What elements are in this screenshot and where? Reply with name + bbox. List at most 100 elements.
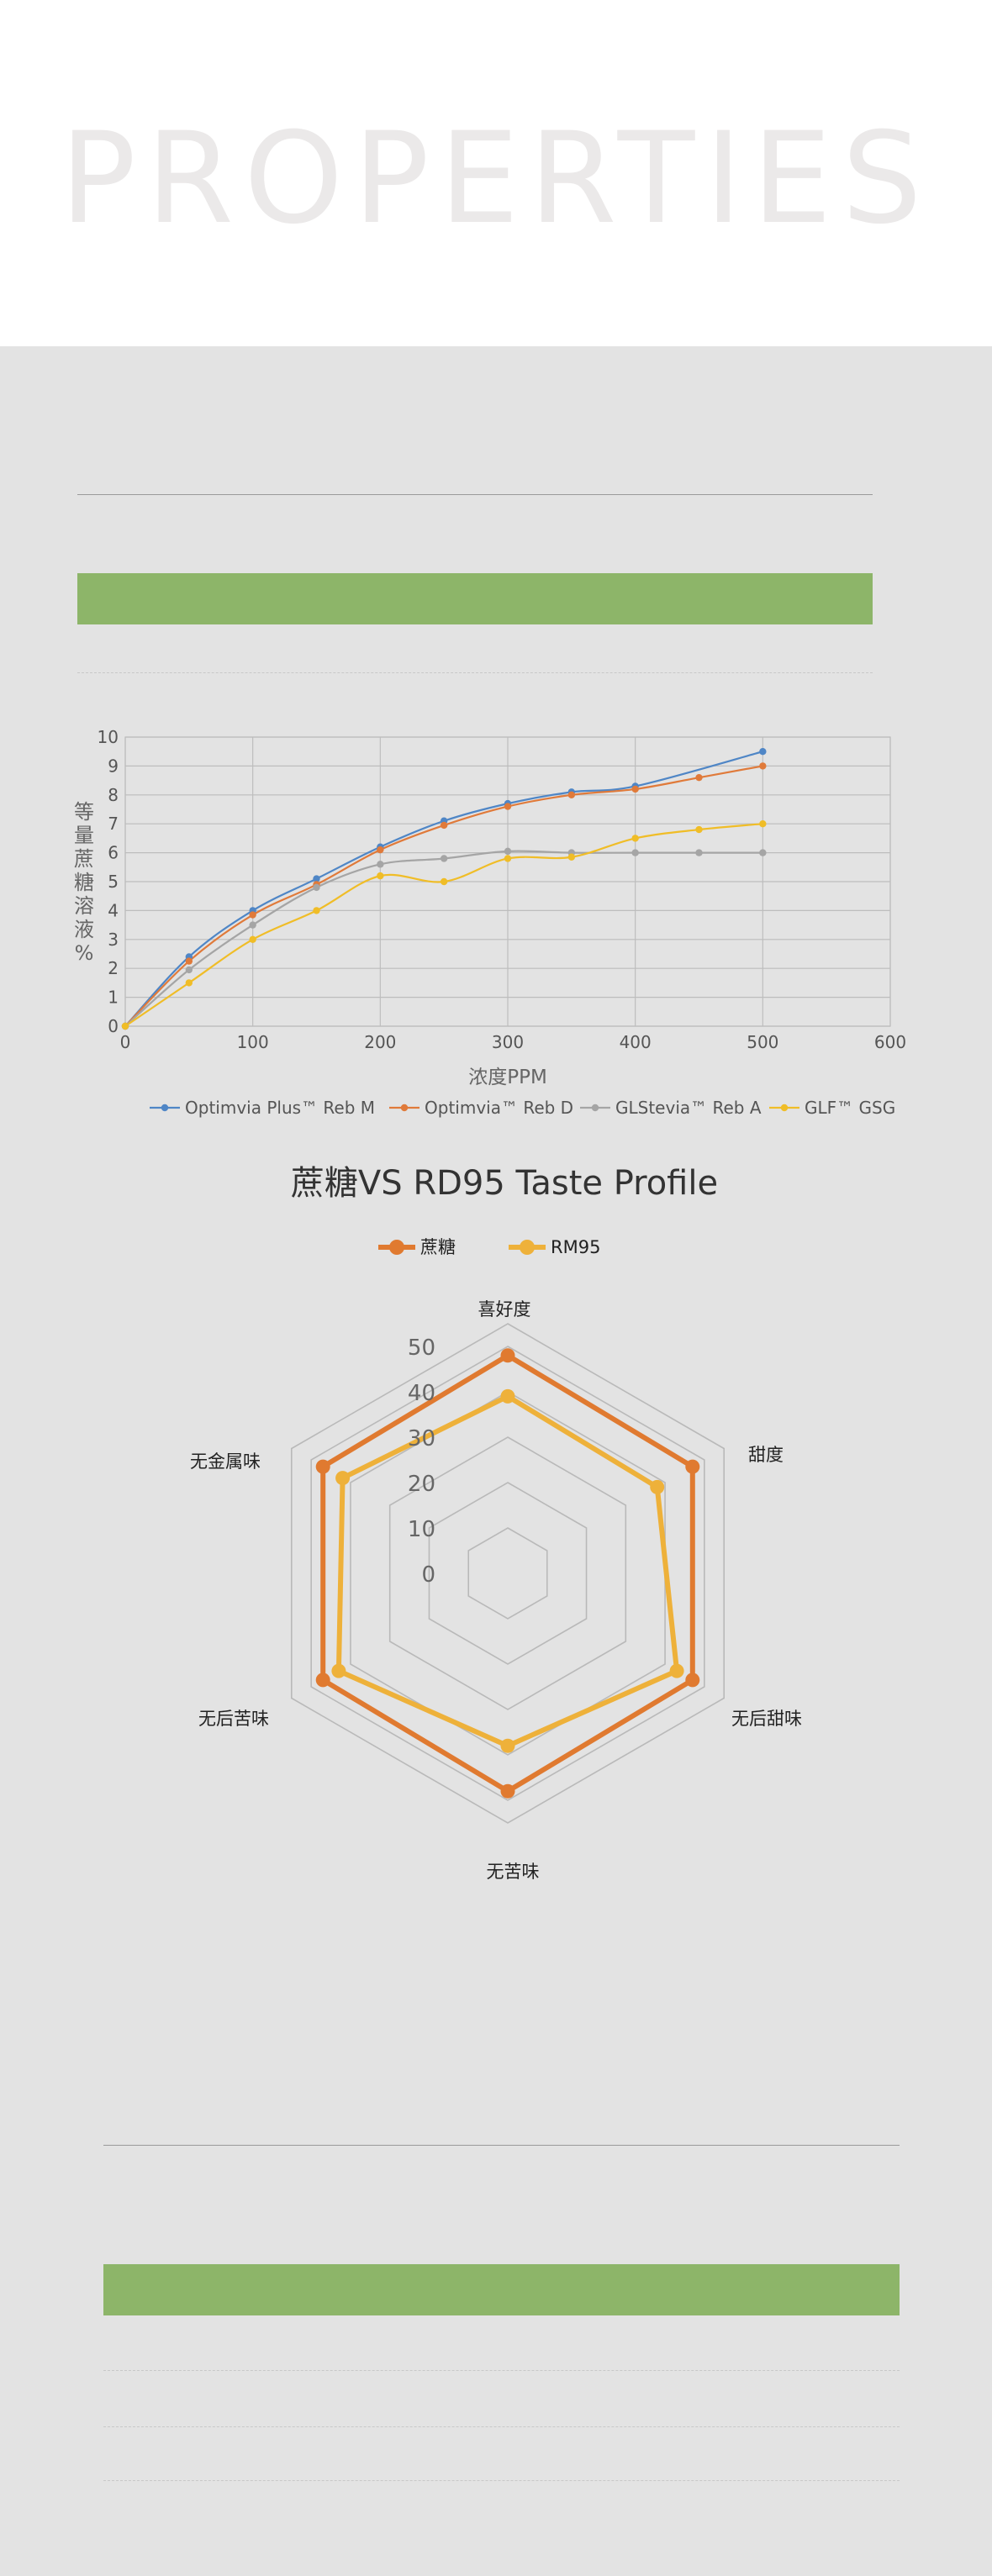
y-axis-label-char: 量 (74, 824, 94, 847)
legend-marker (161, 1104, 169, 1112)
radar-point (685, 1459, 700, 1474)
radar-gridline (310, 1346, 705, 1801)
radar-point (500, 1388, 515, 1404)
y-axis-label-char: % (75, 941, 94, 965)
radar-axis-label: 甜度 (748, 1445, 784, 1465)
radar-legend-label: RM95 (551, 1237, 600, 1257)
y-tick-label: 2 (108, 958, 119, 978)
radar-tick-label: 30 (408, 1426, 435, 1451)
radar-axis-label: 无后甜味 (731, 1709, 802, 1729)
radar-point (650, 1479, 665, 1494)
radar-tick-label: 10 (408, 1517, 435, 1542)
radar-chart-title: 蔗糖VS RD95 Taste Profile (291, 1164, 718, 1203)
radar-point (335, 1471, 351, 1486)
legend-label: GLStevia™ Reb A (615, 1098, 762, 1118)
data-point (313, 875, 320, 882)
radar-legend-marker (520, 1240, 535, 1255)
data-point (504, 847, 512, 856)
data-point (567, 853, 576, 861)
legend-label: Optimvia Plus™ Reb M (185, 1098, 375, 1118)
data-point (121, 1022, 129, 1030)
x-tick-label: 100 (237, 1032, 269, 1052)
data-point (377, 861, 384, 868)
y-tick-label: 5 (108, 872, 119, 892)
data-point (759, 849, 767, 856)
radar-point (315, 1673, 330, 1688)
series-line-2 (124, 765, 763, 1027)
radar-point (500, 1348, 515, 1363)
taste-profile-radar-chart: 蔗糖VS RD95 Taste Profile 蔗糖 RM95 喜好度甜度无后甜味… (190, 1164, 802, 1882)
radar-tick-label: 0 (421, 1562, 435, 1588)
radar-point (500, 1783, 515, 1799)
data-point (185, 979, 193, 987)
y-axis-label-char: 糖 (74, 871, 94, 894)
data-point (185, 966, 193, 974)
x-axis-label: 浓度PPM (468, 1067, 547, 1088)
data-point (377, 845, 384, 854)
radar-point (331, 1663, 346, 1678)
radar-point (669, 1663, 684, 1678)
data-point (695, 825, 703, 834)
series-line-3 (124, 850, 763, 1027)
radar-tick-label: 40 (408, 1381, 435, 1406)
radar-gridline (350, 1391, 666, 1756)
data-point (631, 849, 639, 856)
y-tick-label: 4 (108, 900, 119, 920)
y-tick-label: 9 (108, 756, 119, 776)
dashed-divider-3 (103, 2426, 900, 2427)
data-point (313, 883, 320, 892)
legend-marker (591, 1104, 599, 1112)
radar-gridline (388, 1436, 627, 1710)
x-tick-label: 0 (120, 1032, 131, 1052)
data-point (313, 907, 320, 914)
radar-legend-marker (389, 1240, 404, 1255)
data-point (185, 957, 193, 965)
data-point (631, 835, 639, 842)
radar-axis-label: 喜好度 (478, 1299, 531, 1320)
dashed-divider (77, 672, 873, 673)
legend-marker (400, 1104, 409, 1112)
data-point (759, 820, 767, 828)
hero-banner: PROPERTIES (0, 0, 992, 346)
y-axis-label-char: 等 (74, 800, 94, 824)
y-axis-label-char: 液 (74, 918, 94, 941)
x-tick-label: 600 (874, 1032, 906, 1052)
data-point (631, 785, 639, 793)
radar-gridline (467, 1527, 548, 1620)
radar-tick-label: 20 (408, 1472, 435, 1497)
data-point (440, 821, 448, 830)
radar-tick-label: 50 (408, 1335, 435, 1361)
series-line-4 (124, 823, 763, 1027)
data-point (249, 921, 256, 929)
legend-label: GLF™ GSG (805, 1098, 895, 1118)
x-tick-label: 300 (492, 1032, 524, 1052)
radar-legend-label: 蔗糖 (420, 1237, 456, 1257)
data-point (249, 911, 256, 919)
data-point (695, 849, 703, 856)
y-tick-label: 7 (108, 814, 119, 834)
dashed-divider-2 (103, 2370, 900, 2371)
radar-axis-label: 无金属味 (190, 1451, 261, 1472)
radar-point (685, 1673, 700, 1688)
x-tick-label: 400 (620, 1032, 652, 1052)
data-point (440, 855, 448, 862)
x-tick-label: 500 (747, 1032, 778, 1052)
y-tick-label: 0 (108, 1016, 119, 1036)
y-tick-label: 3 (108, 930, 119, 950)
data-point (249, 935, 256, 943)
dashed-divider-4 (103, 2480, 900, 2481)
radar-axis-label: 无后苦味 (198, 1709, 269, 1729)
data-point (759, 762, 767, 770)
green-header-bar-2 (103, 2264, 900, 2315)
data-point (504, 855, 512, 862)
series-line-1 (124, 751, 763, 1027)
radar-gridline (290, 1323, 726, 1824)
divider-line-2 (103, 2145, 900, 2146)
data-point (440, 877, 448, 886)
radar-point (315, 1459, 330, 1474)
y-tick-label: 8 (108, 785, 119, 805)
data-point (567, 791, 576, 798)
green-header-bar (77, 573, 873, 624)
data-point (759, 748, 767, 756)
hero-title: PROPERTIES (60, 106, 932, 252)
